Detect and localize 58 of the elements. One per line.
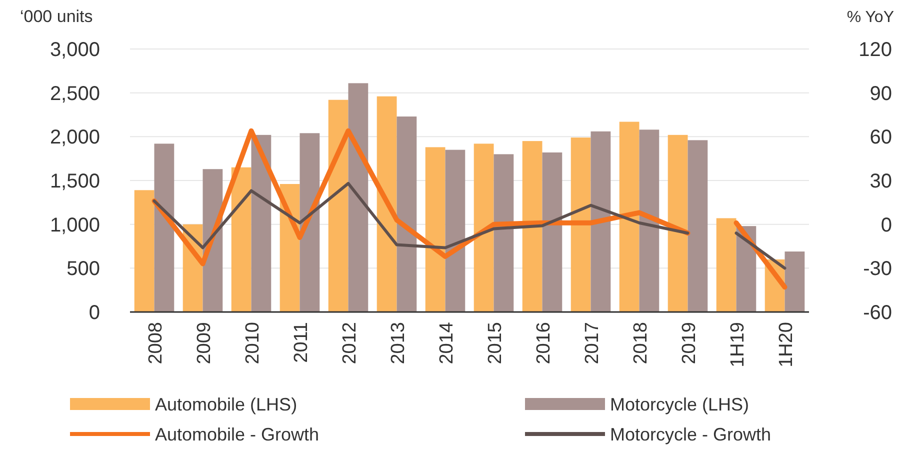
- x-tick-label: 2013: [388, 322, 409, 364]
- bar: [590, 131, 611, 312]
- x-tick-label: 1H20: [776, 322, 797, 368]
- bar: [154, 144, 174, 312]
- bar: [494, 154, 514, 312]
- x-tick-label: 2008: [145, 322, 166, 364]
- y2-tick-label: 30: [870, 170, 892, 192]
- y2-tick-label: -60: [863, 302, 892, 324]
- x-tick-label: 2012: [339, 322, 360, 364]
- x-tick-label: 2019: [678, 322, 700, 364]
- y-tick-label: 2,000: [50, 126, 100, 149]
- y-axis-title: ‘000 units: [20, 7, 93, 26]
- bar: [668, 134, 688, 312]
- x-tick-label: 2010: [242, 322, 264, 364]
- bar: [251, 134, 272, 312]
- bar: [522, 141, 542, 312]
- legend-label: Automobile (LHS): [155, 394, 298, 414]
- x-tick-label: 1H19: [727, 322, 748, 368]
- x-tick-label: 2017: [582, 322, 603, 364]
- line-series: [152, 182, 690, 250]
- bar: [425, 147, 446, 312]
- bar: [784, 252, 805, 312]
- bar: [716, 218, 736, 312]
- bar: [639, 130, 660, 312]
- x-tick-label: 2014: [436, 322, 458, 364]
- y2-tick-label: 0: [880, 214, 892, 236]
- y-tick-label: 2,500: [50, 82, 100, 105]
- x-tick-label: 2011: [290, 322, 312, 363]
- bar: [445, 150, 466, 312]
- y2-tick-label: 120: [858, 39, 892, 61]
- y2-tick-label: 90: [870, 82, 892, 105]
- bar: [231, 167, 252, 312]
- bar: [300, 133, 320, 312]
- bar: [134, 190, 154, 312]
- y-tick-label: 1,500: [50, 170, 100, 192]
- bar: [688, 140, 708, 312]
- y-tick-label: 1,000: [50, 214, 100, 236]
- y2-axis-title: % YoY: [846, 9, 894, 26]
- bar: [396, 116, 417, 312]
- y-tick-label: 0: [88, 302, 100, 324]
- bar: [376, 96, 397, 312]
- bar: [328, 100, 348, 312]
- legend-label: Motorcycle (LHS): [610, 394, 750, 414]
- x-tick-label: 2009: [194, 322, 215, 364]
- legend-label: Automobile - Growth: [155, 424, 320, 444]
- y-tick-label: 3,000: [50, 39, 100, 61]
- bar: [348, 83, 368, 312]
- y2-tick-label: -30: [863, 258, 892, 280]
- x-tick-label: 2016: [533, 322, 554, 364]
- y2-tick-label: 60: [870, 126, 892, 149]
- bar: [619, 122, 640, 312]
- bar: [570, 138, 591, 312]
- y-tick-label: 500: [66, 258, 100, 280]
- legend-label: Motorcycle - Growth: [610, 424, 772, 444]
- bar: [542, 152, 562, 312]
- bar: [474, 144, 494, 312]
- x-tick-label: 2015: [484, 322, 506, 364]
- x-tick-label: 2018: [630, 322, 652, 364]
